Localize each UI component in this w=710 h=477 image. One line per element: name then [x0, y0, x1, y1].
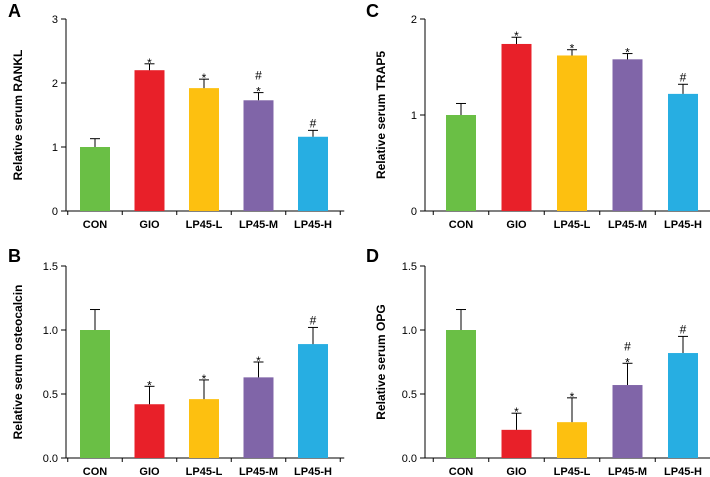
y-tick-label: 1.0: [43, 325, 58, 337]
panel-letter: D: [366, 246, 379, 266]
bar-lp45-h: [298, 344, 328, 458]
bar-lp45-h: [298, 136, 328, 211]
y-tick-label: 2: [411, 14, 417, 26]
x-tick-label: LP45-H: [294, 466, 332, 477]
bar-lp45-l: [189, 399, 219, 458]
panel-a-chart: A Relative serum RANKL 0 1 2 3 CON * GIO * LP45-…: [8, 1, 345, 231]
bar-lp45-h: [668, 353, 698, 458]
y-tick-label: 1: [411, 110, 417, 122]
significance-hash: #: [255, 69, 262, 83]
x-tick-label: GIO: [506, 219, 527, 231]
significance-star: *: [147, 56, 152, 70]
y-tick-label: 0.5: [402, 389, 417, 401]
bar-gio: [134, 70, 165, 211]
bar-lp45-m: [243, 100, 274, 211]
panel-letter: A: [8, 1, 21, 21]
x-tick-label: LP45-L: [554, 219, 591, 231]
x-tick-label: LP45-L: [186, 219, 223, 231]
bar-lp45-l: [189, 88, 219, 211]
significance-hash: #: [680, 70, 687, 84]
x-tick-label: LP45-H: [664, 466, 702, 477]
significance-star: *: [202, 71, 207, 85]
significance-star: *: [147, 378, 152, 392]
x-tick-label: LP45-H: [664, 219, 702, 231]
panel-letter: C: [366, 1, 379, 21]
x-tick-label: CON: [83, 466, 108, 477]
significance-star: *: [570, 390, 575, 404]
y-axis-label: Relative serum TRAP5: [374, 51, 388, 179]
significance-star: *: [514, 29, 519, 43]
x-tick-label: LP45-H: [294, 219, 332, 231]
y-tick-label: 2: [52, 78, 58, 90]
panel-b-chart: B Relative serum osteocalcin 0.0 0.5 1.0 1.…: [8, 246, 345, 477]
bar-con: [80, 330, 110, 458]
y-tick-label: 1: [52, 142, 58, 154]
bar-lp45-m: [243, 377, 274, 458]
significance-hash: #: [680, 322, 687, 336]
bar-con: [446, 115, 476, 211]
bar-con: [80, 147, 110, 211]
significance-star: *: [570, 42, 575, 56]
y-tick-label: 0: [52, 206, 58, 218]
y-tick-label: 0.0: [43, 453, 58, 465]
y-tick-label: 3: [52, 14, 58, 26]
y-tick-label: 1.0: [402, 325, 417, 337]
significance-star: *: [625, 46, 630, 60]
panel-letter: B: [8, 246, 21, 266]
y-axis-label: Relative serum OPG: [374, 304, 388, 419]
bar-lp45-l: [557, 55, 587, 212]
x-tick-label: CON: [83, 219, 108, 231]
bar-lp45-l: [557, 422, 587, 458]
y-tick-label: 1.5: [43, 261, 58, 273]
x-tick-label: GIO: [139, 219, 160, 231]
significance-star: *: [514, 405, 519, 419]
panel-c-chart: C Relative serum TRAP5 0 1 2 CON * GIO * LP45-L…: [366, 1, 710, 231]
bar-gio: [501, 429, 532, 458]
significance-star: *: [256, 85, 261, 99]
significance-hash: #: [624, 339, 631, 353]
y-tick-label: 0.0: [402, 453, 417, 465]
panel-d-chart: D Relative serum OPG 0.0 0.5 1.0 1.5 CON * GIO…: [366, 246, 710, 477]
significance-star: *: [256, 354, 261, 368]
x-tick-label: GIO: [139, 466, 160, 477]
bar-gio: [501, 43, 532, 212]
significance-hash: #: [310, 313, 317, 327]
x-tick-label: LP45-M: [608, 219, 647, 231]
bar-lp45-m: [612, 385, 643, 458]
x-tick-label: LP45-L: [554, 466, 591, 477]
x-tick-label: CON: [449, 466, 474, 477]
x-tick-label: LP45-M: [239, 219, 278, 231]
y-axis-label: Relative serum osteocalcin: [11, 285, 25, 440]
y-tick-label: 1.5: [402, 261, 417, 273]
bar-gio: [134, 404, 165, 458]
x-tick-label: CON: [449, 219, 474, 231]
bar-con: [446, 330, 476, 458]
x-tick-label: LP45-M: [239, 466, 278, 477]
y-tick-label: 0: [411, 206, 417, 218]
significance-hash: #: [310, 116, 317, 130]
y-tick-label: 0.5: [43, 389, 58, 401]
y-axis-label: Relative serum RANKL: [11, 50, 25, 181]
significance-star: *: [625, 355, 630, 369]
bar-lp45-m: [612, 59, 643, 211]
x-tick-label: LP45-M: [608, 466, 647, 477]
significance-star: *: [202, 372, 207, 386]
x-tick-label: GIO: [506, 466, 527, 477]
x-tick-label: LP45-L: [186, 466, 223, 477]
bar-lp45-h: [668, 93, 698, 211]
